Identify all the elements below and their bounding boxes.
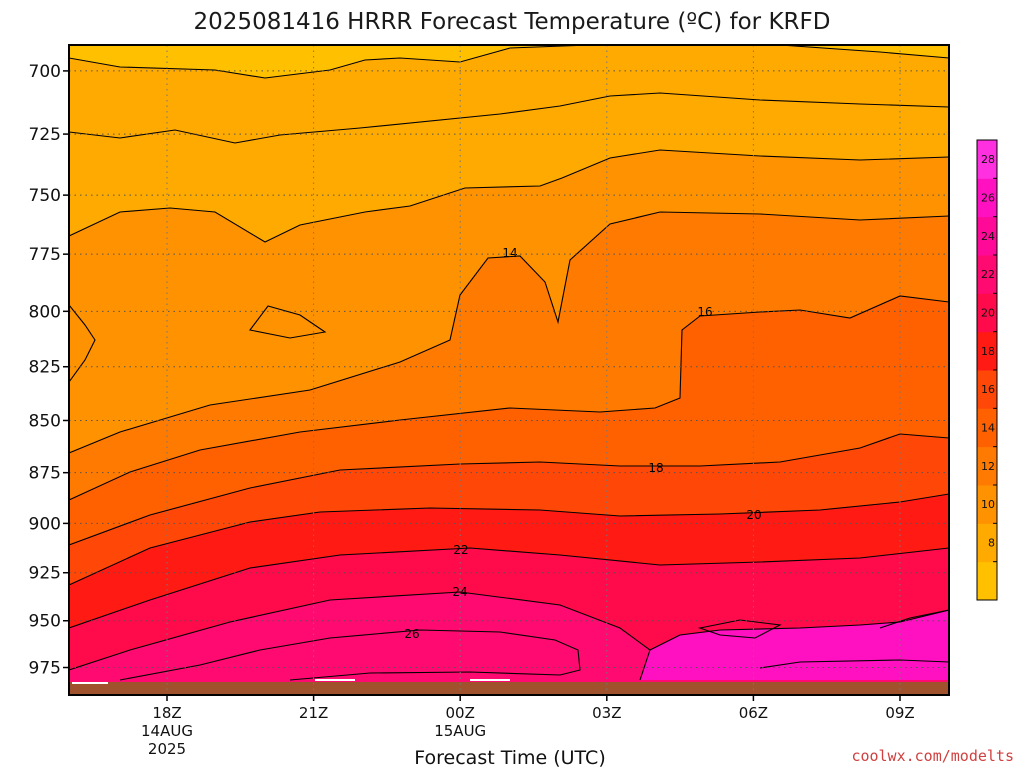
contour-line-20 (69, 493, 949, 586)
surface-snow-marks (72, 679, 510, 684)
y-tick-label: 700 (29, 62, 61, 82)
colorbar-swatch (977, 408, 997, 448)
ground-strip (69, 682, 949, 695)
contour-line-24-right (879, 609, 949, 629)
contour-line-18 (69, 433, 949, 546)
band-8-10 (69, 45, 949, 78)
colorbar-swatch (977, 178, 997, 218)
colorbar-tick-label: 18 (981, 345, 995, 358)
gridlines (69, 45, 949, 695)
colorbar-tick-label: 12 (981, 460, 995, 473)
contour-line-10 (69, 45, 949, 79)
x-tick-label: 09Z (885, 704, 914, 722)
colorbar: 8 10 12 14 16 18 20 22 24 26 28 (976, 139, 998, 601)
contour-line-14-bulge (69, 304, 96, 383)
contour-label: 22 (453, 543, 468, 557)
contour-line-22b (649, 609, 949, 651)
colorbar-tick-label: 24 (981, 230, 995, 243)
colorbar-tick-label: 14 (981, 422, 995, 435)
x-tick-label: 18Z (152, 704, 181, 722)
x-tick-year: 2025 (148, 740, 186, 758)
y-tick-label: 775 (29, 245, 61, 265)
band-20-22 (69, 494, 949, 628)
contour-label: 16 (697, 305, 712, 319)
colorbar-swatch (977, 561, 997, 601)
colorbar-tick-label: 10 (981, 498, 995, 511)
y-tick-label: 875 (29, 464, 61, 484)
x-tick-label: 03Z (592, 704, 621, 722)
y-tick-label: 900 (29, 514, 61, 534)
contour-label: 14 (502, 246, 517, 260)
colorbar-swatch (977, 255, 997, 294)
colorbar-tick-label: 8 (988, 537, 995, 550)
y-tick-label: 825 (29, 358, 61, 378)
contour-line-24 (69, 591, 651, 681)
y-tick-label: 975 (29, 659, 61, 679)
colorbar-tick-label: 22 (981, 268, 995, 281)
colorbar-tick-label: 20 (981, 307, 995, 320)
contour-line-12b (69, 149, 949, 243)
y-tick-label: 950 (29, 612, 61, 632)
colorbar-swatch (977, 293, 997, 333)
contour-lines (69, 45, 949, 681)
contour-line-24-lower (759, 659, 949, 669)
band-22-24 (69, 548, 949, 670)
credit-text: coolwx.com/modelts (851, 747, 1014, 765)
band-14-16 (69, 212, 949, 500)
chart-title: 2025081416 HRRR Forecast Temperature (ºC… (194, 9, 831, 35)
colorbar-swatch (977, 370, 997, 409)
contour-label: 20 (746, 508, 761, 522)
colorbar-swatch (977, 523, 997, 563)
contour-line-14 (69, 211, 949, 454)
x-axis-label: Forecast Time (UTC) (414, 747, 605, 768)
contour-line-26 (119, 629, 581, 681)
surface-mark (470, 679, 510, 681)
plot-frame (68, 44, 950, 696)
band-10-12 (69, 45, 949, 242)
y-tick-label: 850 (29, 411, 61, 431)
colorbar-swatch (977, 331, 997, 371)
colorbar-swatch (977, 446, 997, 486)
y-tick-label: 725 (29, 125, 61, 145)
colorbar-tick-label: 16 (981, 383, 995, 396)
contour-label: 18 (648, 461, 663, 475)
surface-mark (315, 679, 355, 681)
colorbar-tick-label: 26 (981, 192, 995, 205)
x-tick-date: 15AUG (434, 722, 486, 740)
x-tick-label: 21Z (299, 704, 328, 722)
band-12-14 (69, 150, 949, 453)
band-24-26 (69, 592, 949, 695)
y-tick-label: 800 (29, 302, 61, 322)
x-tick-label: 06Z (739, 704, 768, 722)
contour-line-12 (69, 92, 949, 144)
contour-line-26-low (289, 671, 561, 681)
band-18-20 (69, 434, 949, 585)
contour-line-16 (69, 295, 949, 501)
colorbar-swatch (977, 485, 997, 524)
x-tick-date: 14AUG (141, 722, 193, 740)
filled-contours: 14 16 18 20 22 24 26 (69, 45, 949, 695)
y-axis: 700 725 750 775 800 825 850 875 900 925 950 975 (29, 62, 69, 679)
contour-label: 24 (452, 585, 467, 599)
y-tick-label: 750 (29, 186, 61, 206)
y-tick-label: 925 (29, 564, 61, 584)
contour-label: 26 (404, 627, 419, 641)
colorbar-swatch (977, 216, 997, 256)
contour-line-24-closed (697, 619, 782, 639)
contour-line-14-closed (249, 305, 327, 339)
x-tick-label: 00Z (446, 704, 475, 722)
contour-labels: 14 16 18 20 22 24 26 (404, 246, 761, 641)
surface-mark (72, 682, 108, 684)
colorbar-swatch (977, 140, 997, 179)
contour-line-22 (69, 547, 949, 629)
colorbar-tick-label: 28 (981, 153, 995, 166)
